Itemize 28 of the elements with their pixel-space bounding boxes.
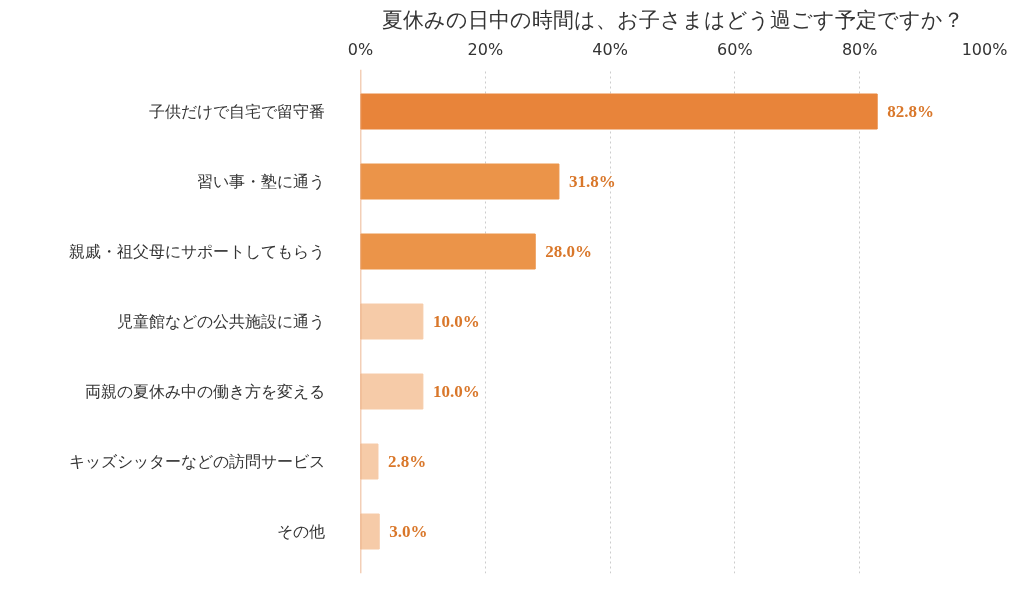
bar: [360, 513, 380, 550]
data-label: 2.8%: [387, 452, 427, 471]
data-label: 10.0%: [432, 312, 480, 331]
x-tick-label: 20%: [467, 39, 504, 59]
x-tick-label: 40%: [592, 39, 628, 59]
bar: [360, 443, 379, 480]
data-label: 31.8%: [568, 172, 616, 191]
y-tick-label: 両親の夏休み中の働き方を変える: [84, 382, 325, 401]
bar: [360, 373, 424, 410]
y-tick-label: 親戚・祖父母にサポートしてもらう: [68, 242, 325, 261]
data-label: 28.0%: [545, 242, 592, 261]
data-label: 10.0%: [432, 382, 480, 401]
y-tick-label: キッズシッターなどの訪問サービス: [68, 452, 325, 471]
chart-title: 夏休みの日中の時間は、お子さまはどう過ごす予定ですか？: [381, 7, 964, 32]
bar: [360, 163, 560, 200]
y-tick-label: 子供だけで自宅で留守番: [148, 102, 325, 121]
y-tick-label: その他: [276, 522, 325, 541]
x-tick-label: 80%: [841, 39, 878, 59]
bar: [360, 233, 536, 270]
y-tick-label: 習い事・塾に通う: [196, 172, 325, 191]
y-tick-label: 児童館などの公共施設に通う: [116, 312, 325, 331]
x-tick-label: 60%: [717, 39, 753, 59]
data-label: 3.0%: [389, 522, 428, 541]
bar: [360, 303, 424, 340]
data-label: 82.8%: [887, 102, 934, 121]
bar: [360, 93, 878, 130]
x-tick-label: 100%: [961, 39, 1008, 59]
x-tick-label: 0%: [347, 39, 374, 59]
